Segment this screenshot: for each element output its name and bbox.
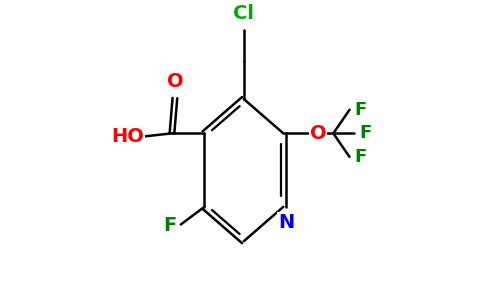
Text: HO: HO: [111, 127, 144, 146]
Text: F: F: [354, 148, 366, 166]
Text: O: O: [310, 124, 326, 143]
Text: F: F: [163, 217, 176, 236]
Text: Cl: Cl: [233, 4, 254, 22]
Text: O: O: [166, 72, 183, 91]
Text: F: F: [359, 124, 371, 142]
Text: F: F: [354, 101, 366, 119]
Text: N: N: [278, 213, 294, 232]
